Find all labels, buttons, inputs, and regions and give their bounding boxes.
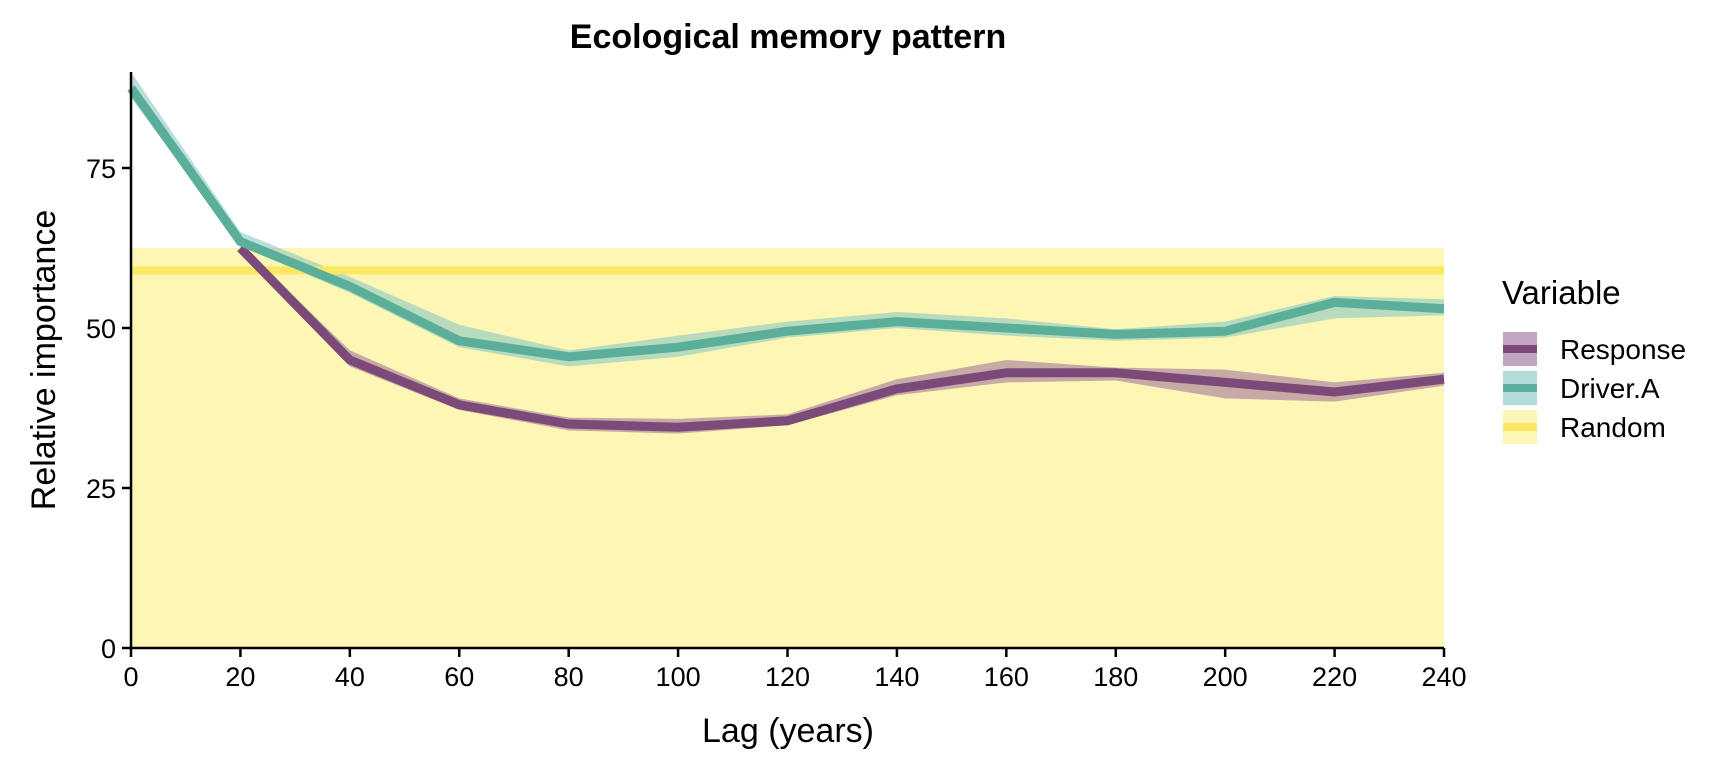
random-ribbon xyxy=(131,248,1444,648)
legend-label-response: Response xyxy=(1560,334,1686,365)
x-axis-title: Lag (years) xyxy=(702,712,874,750)
x-tick-label: 80 xyxy=(554,662,584,692)
driver-a-line xyxy=(127,85,1445,362)
y-tick-label: 50 xyxy=(86,314,116,344)
x-tick-label: 140 xyxy=(874,662,919,692)
lines-layer xyxy=(127,85,1445,432)
x-tick-label: 60 xyxy=(444,662,474,692)
y-tick-label: 0 xyxy=(101,634,116,664)
legend: Variable Response Driver.A Random xyxy=(1502,274,1686,444)
x-tick-label: 220 xyxy=(1312,662,1357,692)
x-tick-label: 160 xyxy=(984,662,1029,692)
x-tick-label: 20 xyxy=(225,662,255,692)
y-axis-title: Relative importance xyxy=(25,210,63,510)
y-tick-label: 25 xyxy=(86,474,116,504)
y-tick-label: 75 xyxy=(86,154,116,184)
x-tick-label: 100 xyxy=(656,662,701,692)
x-ticks: 0 20 40 60 80 100 120 140 160 180 200 220 240 xyxy=(123,648,1467,692)
ribbons-layer xyxy=(131,72,1445,648)
x-tick-label: 120 xyxy=(765,662,810,692)
legend-label-random: Random xyxy=(1560,412,1666,443)
x-tick-label: 240 xyxy=(1421,662,1466,692)
chart-title: Ecological memory pattern xyxy=(570,18,1006,56)
x-tick-label: 180 xyxy=(1093,662,1138,692)
y-ticks: 0 25 50 75 xyxy=(86,154,131,664)
response-line xyxy=(237,244,1445,432)
x-tick-label: 200 xyxy=(1203,662,1248,692)
legend-title: Variable xyxy=(1502,274,1621,311)
x-tick-label: 0 xyxy=(123,662,138,692)
x-tick-label: 40 xyxy=(335,662,365,692)
legend-label-driver-a: Driver.A xyxy=(1560,373,1660,404)
